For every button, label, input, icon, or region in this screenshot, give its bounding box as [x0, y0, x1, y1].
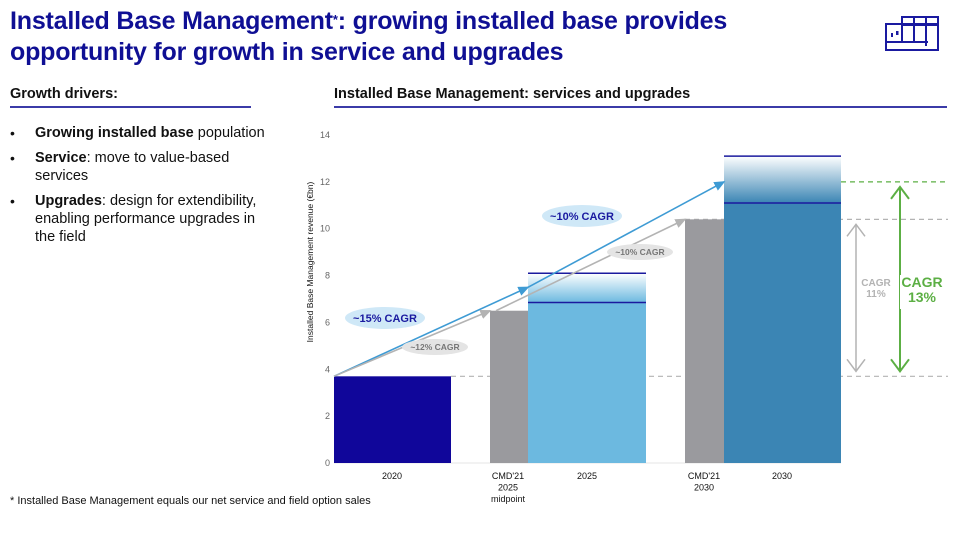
y-tick-label: 0 — [325, 458, 330, 468]
cagr-bubble-label: ~10% CAGR — [615, 247, 664, 257]
title-footnote-marker: * — [332, 12, 338, 27]
cagr-label: CAGR 13% — [901, 274, 942, 305]
chart-heading: Installed Base Management: services and … — [334, 86, 691, 102]
title-part2: : growing installed base provides opport… — [10, 7, 728, 66]
bullet-item: • Growing installed base population — [10, 125, 265, 141]
x-tick-label: 2020 — [382, 471, 402, 481]
cagr-bubble — [542, 205, 622, 227]
x-tick-label: CMD'21 2030 — [688, 471, 720, 493]
arrow-head-up-icon — [846, 223, 866, 237]
bar-cmd2025 — [490, 310, 528, 463]
bullet-item: • Upgrades: design for extendibility, ena… — [10, 193, 257, 245]
trend-arrow — [333, 286, 530, 378]
bar-cmd2030 — [685, 219, 724, 463]
cagr-bubble-label: ~10% CAGR — [550, 211, 614, 223]
growth-drivers-list: • Growing installed base population • Serv… — [10, 124, 270, 253]
cagr-label: CAGR 11% — [861, 278, 891, 300]
y-tick-label: 10 — [320, 224, 330, 234]
bar-range-2025 — [528, 273, 646, 303]
cagr-label-bg — [861, 274, 891, 302]
bar-range-2030 — [724, 156, 841, 203]
y-tick-label: 12 — [320, 177, 330, 187]
bar-2030 — [724, 202, 841, 463]
arrow-head-up-icon — [890, 185, 910, 200]
machine-logo-icon — [885, 16, 939, 51]
y-tick-label: 4 — [325, 364, 330, 374]
cagr-bubble-label: ~15% CAGR — [353, 313, 417, 325]
cagr-bubble — [345, 307, 425, 329]
trend-arrows: ~15% CAGR ~12% CAGR ~10% CAGR ~10% CAGR — [333, 181, 726, 378]
y-tick-label: 2 — [325, 411, 330, 421]
y-tick-label: 14 — [320, 130, 330, 140]
arrow-head-down-icon — [890, 358, 910, 373]
y-axis-label: Installed Base Management revenue (€bn) — [305, 182, 315, 343]
cagr-bubble — [402, 339, 468, 355]
trend-arrow — [527, 181, 726, 288]
footnote: * Installed Base Management equals our n… — [10, 495, 371, 507]
x-tick-label: CMD'21 2025 midpoint — [491, 471, 526, 504]
page-title: Installed Base Management*: growing inst… — [10, 6, 850, 68]
bar-2025 — [528, 302, 646, 463]
growth-drivers-rule — [10, 106, 251, 108]
x-axis: 2020 CMD'21 2025 midpoint 2025 CMD'21 2030 2030 — [382, 471, 792, 504]
growth-drivers-heading: Growth drivers: — [10, 86, 118, 102]
cagr-bubble — [607, 244, 673, 260]
arrow-head-down-icon — [846, 358, 866, 373]
bar-2020 — [334, 376, 451, 463]
cagr-label-bg — [900, 275, 944, 309]
y-tick-label: 6 — [325, 317, 330, 327]
cagr-annotations: CAGR 11% CAGR 13% — [846, 185, 944, 373]
trend-arrow — [495, 218, 687, 312]
x-tick-label: 2030 — [772, 471, 792, 481]
bars — [334, 155, 841, 463]
cagr-bubble-label: ~12% CAGR — [410, 342, 459, 352]
bullet-item: • Service: move to value-based services — [10, 150, 230, 184]
x-tick-label: 2025 — [577, 471, 597, 481]
title-part1: Installed Base Management — [10, 7, 333, 35]
y-tick-label: 8 — [325, 271, 330, 281]
chart-heading-rule — [334, 106, 947, 108]
